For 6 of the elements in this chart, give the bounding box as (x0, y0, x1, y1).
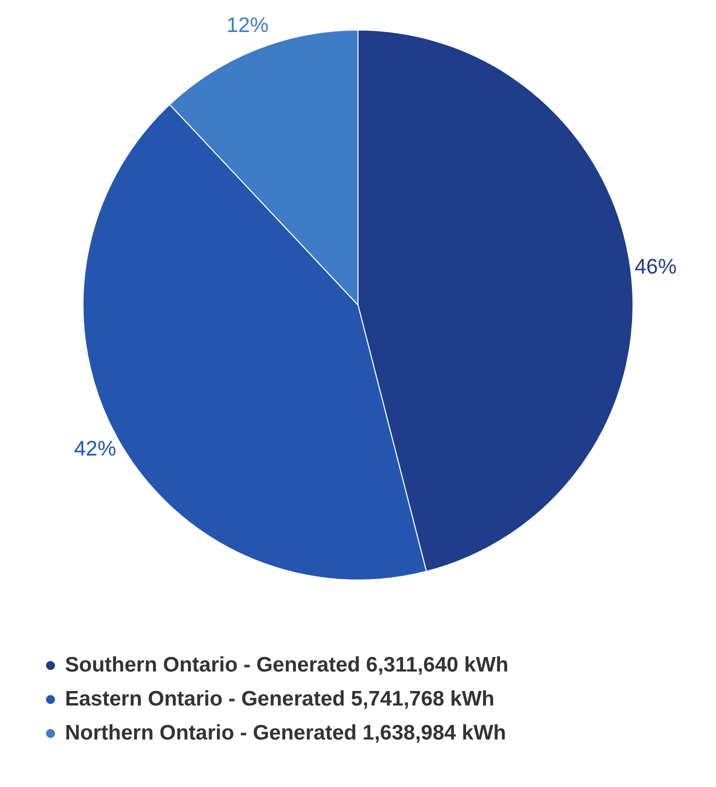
legend-label: Eastern Ontario - Generated 5,741,768 kWh (65, 688, 494, 710)
data-label: 46% (634, 255, 677, 278)
data-label: 12% (226, 14, 269, 38)
data-label: 42% (74, 438, 116, 461)
legend-label: Southern Ontario - Generated 6,311,640 kWh (65, 654, 508, 676)
legend-label: Northern Ontario - Generated 1,638,984 kWh (65, 722, 506, 744)
